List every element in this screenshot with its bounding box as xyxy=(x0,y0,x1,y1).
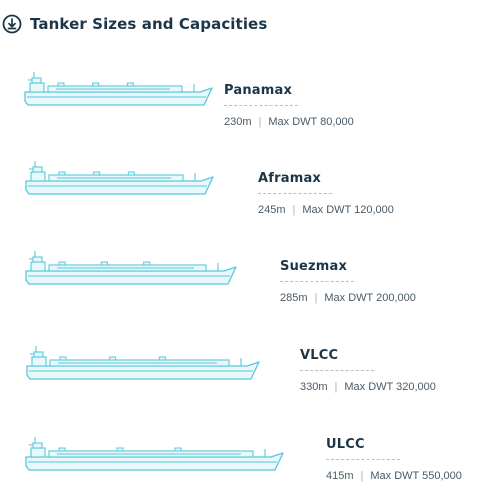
ship-info-aframax: Aframax 245m | Max DWT 120,000 xyxy=(258,171,394,216)
ship-specs: 285m | Max DWT 200,000 xyxy=(280,292,416,304)
ship-name: VLCC xyxy=(300,348,339,363)
ship-specs: 230m | Max DWT 80,000 xyxy=(224,116,354,128)
bridge xyxy=(32,442,43,449)
manifold xyxy=(143,261,151,266)
ship-specs: 415m | Max DWT 550,000 xyxy=(326,470,462,482)
manifold xyxy=(126,82,134,87)
ship-specs: 245m | Max DWT 120,000 xyxy=(258,204,394,216)
ship-length: 415m xyxy=(326,470,354,482)
header: Tanker Sizes and Capacities xyxy=(2,13,267,35)
ship-capacity: Max DWT 550,000 xyxy=(370,470,462,482)
manifold xyxy=(93,171,101,176)
ship-name: Panamax xyxy=(224,83,293,98)
manifold xyxy=(59,356,67,361)
manifold xyxy=(100,261,108,266)
ship-name: ULCC xyxy=(326,437,365,452)
ship-name: Suezmax xyxy=(280,259,348,274)
superstructure xyxy=(30,171,46,182)
bridge xyxy=(31,77,42,84)
ship-length: 285m xyxy=(280,292,308,304)
manifold xyxy=(174,447,182,452)
manifold xyxy=(58,447,66,452)
bridge xyxy=(32,256,43,263)
separator: | xyxy=(314,292,318,304)
manifold xyxy=(57,82,65,87)
manifold xyxy=(127,171,135,176)
ship-capacity: Max DWT 120,000 xyxy=(302,204,394,216)
manifold xyxy=(92,82,100,87)
ship-illustration-ulcc xyxy=(25,437,284,471)
ship-length: 330m xyxy=(300,381,328,393)
separator: | xyxy=(334,381,338,393)
superstructure xyxy=(30,261,46,272)
download-circle-icon xyxy=(2,14,22,34)
manifold xyxy=(116,447,124,452)
divider xyxy=(258,193,332,194)
manifold xyxy=(58,261,66,266)
ship-info-ulcc: ULCC 415m | Max DWT 550,000 xyxy=(326,437,462,482)
superstructure xyxy=(29,82,45,93)
ship-illustration-aframax xyxy=(25,161,214,195)
divider xyxy=(280,281,354,282)
separator: | xyxy=(292,204,296,216)
ship-info-panamax: Panamax 230m | Max DWT 80,000 xyxy=(224,83,354,128)
ship-illustration-suezmax xyxy=(25,251,237,285)
ship-illustration-vlcc xyxy=(26,346,260,380)
divider xyxy=(326,459,400,460)
bridge xyxy=(32,166,43,173)
divider xyxy=(300,370,374,371)
superstructure xyxy=(30,447,46,458)
ship-length: 230m xyxy=(224,116,252,128)
separator: | xyxy=(360,470,364,482)
divider xyxy=(224,105,298,106)
superstructure xyxy=(31,356,47,367)
ship-info-suezmax: Suezmax 285m | Max DWT 200,000 xyxy=(280,259,416,304)
ship-illustration-panamax xyxy=(24,72,213,106)
ship-specs: 330m | Max DWT 320,000 xyxy=(300,381,436,393)
page-title: Tanker Sizes and Capacities xyxy=(30,15,268,33)
ship-capacity: Max DWT 80,000 xyxy=(268,116,354,128)
separator: | xyxy=(258,116,262,128)
ship-capacity: Max DWT 200,000 xyxy=(324,292,416,304)
ship-capacity: Max DWT 320,000 xyxy=(344,381,436,393)
manifold xyxy=(109,356,117,361)
bridge xyxy=(33,351,44,358)
ship-info-vlcc: VLCC 330m | Max DWT 320,000 xyxy=(300,348,436,393)
manifold xyxy=(158,356,166,361)
manifold xyxy=(58,171,66,176)
ship-length: 245m xyxy=(258,204,286,216)
ship-name: Aframax xyxy=(258,171,322,186)
